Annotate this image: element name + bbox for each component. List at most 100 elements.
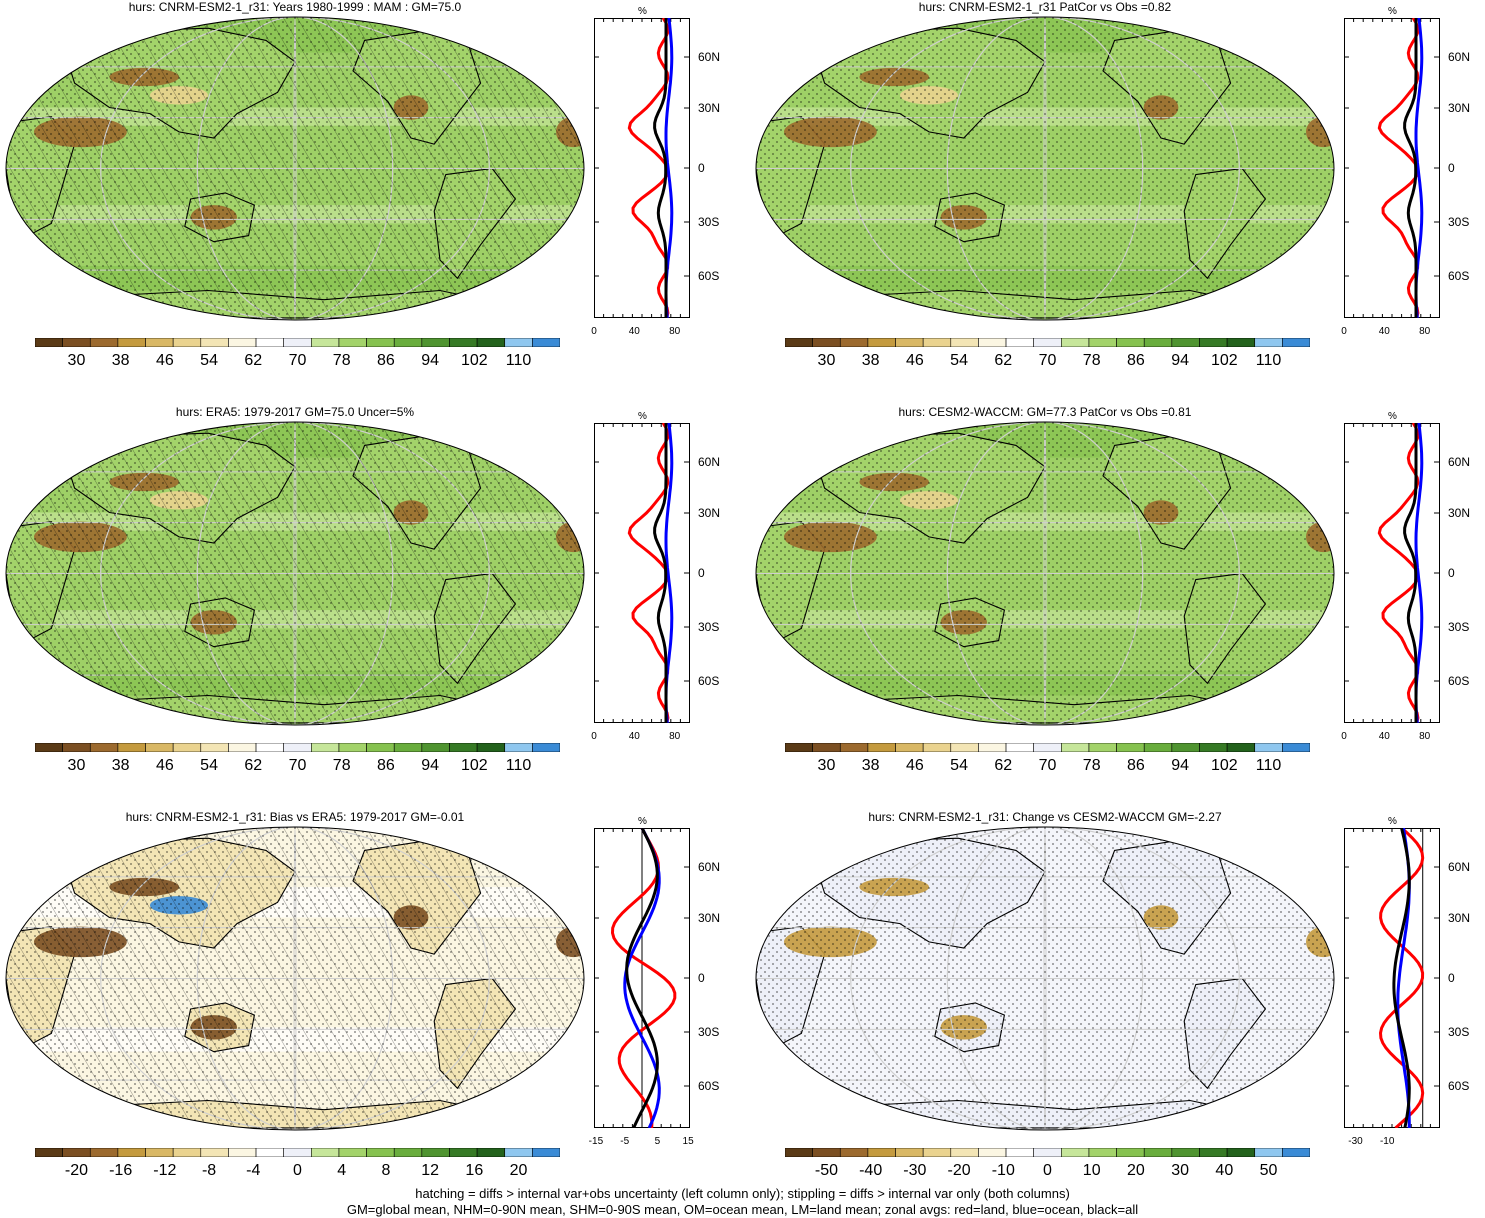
colorbar-swatch	[1226, 743, 1256, 752]
colorbar-swatch	[283, 743, 312, 752]
colorbar-tick-label: 30	[1171, 1162, 1190, 1179]
hatching-overlay	[6, 17, 584, 320]
zonal-x-tick-label: 15	[682, 1136, 694, 1147]
colorbar-tick-label: 62	[994, 757, 1013, 774]
colorbar-tick-label: -4	[246, 1162, 261, 1179]
map-border	[5, 826, 585, 1131]
colorbar-swatch	[895, 338, 924, 347]
colorbar-swatch	[393, 1148, 423, 1157]
colorbar-swatch	[1033, 338, 1062, 347]
colorbar-swatch	[532, 1148, 560, 1157]
latitude-label: 60S	[1448, 1079, 1470, 1093]
zonal-line-all	[625, 828, 659, 1128]
colorbar-swatch	[1088, 1148, 1117, 1157]
colorbar-tick-label: 0	[1043, 1162, 1052, 1179]
map-plot	[5, 16, 585, 321]
zonal-line-all	[653, 423, 668, 723]
stippling-overlay	[756, 827, 1334, 1130]
colorbar-swatch	[1282, 338, 1310, 347]
colorbar-swatch	[895, 743, 924, 752]
colorbar-swatch	[89, 743, 119, 752]
colorbar-tick-label: 46	[905, 757, 924, 774]
colorbar-swatch	[839, 1148, 869, 1157]
colorbar-tick-label: 102	[460, 757, 488, 774]
colorbar-swatch	[393, 743, 423, 752]
colorbar	[35, 338, 560, 347]
colorbar-tick-label: 94	[1171, 352, 1190, 369]
zonal-unit-label: %	[638, 6, 647, 17]
colorbar-tick-label: 78	[332, 757, 351, 774]
colorbar-tick-label: -50	[814, 1162, 838, 1179]
colorbar-swatch	[117, 743, 146, 752]
zonal-frame	[594, 18, 690, 318]
colorbar-tick-label: -10	[991, 1162, 1015, 1179]
colorbar-swatch	[867, 338, 896, 347]
colorbar	[785, 743, 1310, 752]
colorbar-tick-label: -8	[201, 1162, 217, 1179]
panel-title: hurs: CESM2-WACCM: GM=77.3 PatCor vs Obs…	[898, 405, 1192, 419]
zonal-x-tick-label: 40	[1378, 326, 1390, 337]
colorbar-tick-label: 94	[1171, 757, 1190, 774]
colorbar-swatch	[950, 1148, 979, 1157]
zonal-line-all	[1403, 18, 1418, 318]
latitude-label: 60N	[1448, 860, 1471, 874]
colorbar-swatch	[89, 1148, 119, 1157]
latitude-label: 60N	[698, 860, 721, 874]
colorbar-swatch	[145, 338, 174, 347]
colorbar-swatch	[255, 338, 284, 347]
map-border	[5, 421, 585, 726]
colorbar-swatch	[228, 743, 257, 752]
zonal-x-tick-label: 40	[628, 731, 640, 742]
colorbar-swatch	[1116, 338, 1145, 347]
map-border	[755, 16, 1335, 321]
colorbar-tick-label: 94	[421, 352, 440, 369]
latitude-label: 60N	[698, 455, 721, 469]
colorbar-swatch	[1171, 743, 1200, 752]
colorbar-swatch	[839, 338, 869, 347]
colorbar-tick-label: 78	[332, 352, 351, 369]
colorbar-swatch	[785, 338, 813, 347]
colorbar-swatch	[35, 1148, 63, 1157]
zonal-x-tick-label: 40	[628, 326, 640, 337]
zonal-line-all	[1392, 828, 1411, 1128]
colorbar-swatch	[1033, 743, 1062, 752]
zonal-x-tick-label: 0	[591, 731, 597, 742]
latitude-label: 30S	[1448, 215, 1470, 229]
zonal-x-tick-label: 80	[669, 326, 681, 337]
colorbar-swatch	[366, 338, 395, 347]
colorbar-tick-label: 0	[293, 1162, 302, 1179]
colorbar-tick-label: 62	[244, 352, 263, 369]
colorbar-tick-label: 102	[1210, 352, 1238, 369]
colorbar-swatch	[785, 743, 813, 752]
colorbar-tick-label: 110	[1255, 757, 1282, 774]
colorbar-tick-label: 38	[861, 352, 880, 369]
map-plot	[5, 421, 585, 726]
colorbar-swatch	[1005, 338, 1034, 347]
colorbar-tick-label: 46	[155, 352, 174, 369]
colorbar-tick-label: 30	[817, 352, 836, 369]
colorbar-swatch	[255, 743, 284, 752]
zonal-x-tick-label: 0	[1341, 731, 1347, 742]
colorbar-swatch	[421, 338, 450, 347]
colorbar-swatch	[1282, 743, 1310, 752]
panel-title: hurs: CNRM-ESM2-1_r31: Change vs CESM2-W…	[868, 810, 1222, 824]
colorbar-tick-label: 50	[1259, 1162, 1278, 1179]
colorbar-swatch	[1116, 1148, 1145, 1157]
zonal-x-tick-label: 0	[591, 326, 597, 337]
colorbar-tick-label: -20	[64, 1162, 88, 1179]
colorbar-swatch	[311, 743, 340, 752]
colorbar-tick-label: 70	[1038, 757, 1057, 774]
stippling-overlay	[756, 17, 1334, 320]
colorbar-swatch	[283, 338, 312, 347]
colorbar-swatch	[449, 338, 478, 347]
latitude-label: 0	[1448, 971, 1455, 985]
colorbar-swatch	[1061, 1148, 1090, 1157]
colorbar-swatch	[145, 1148, 174, 1157]
latitude-label: 60N	[1448, 455, 1471, 469]
colorbar-tick-label: 10	[1082, 1162, 1101, 1179]
latitude-label: 30N	[1448, 506, 1471, 520]
colorbar-swatch	[338, 1148, 367, 1157]
colorbar-swatch	[867, 743, 896, 752]
colorbar-swatch	[1199, 338, 1228, 347]
colorbar-tick-label: 86	[1127, 352, 1145, 369]
